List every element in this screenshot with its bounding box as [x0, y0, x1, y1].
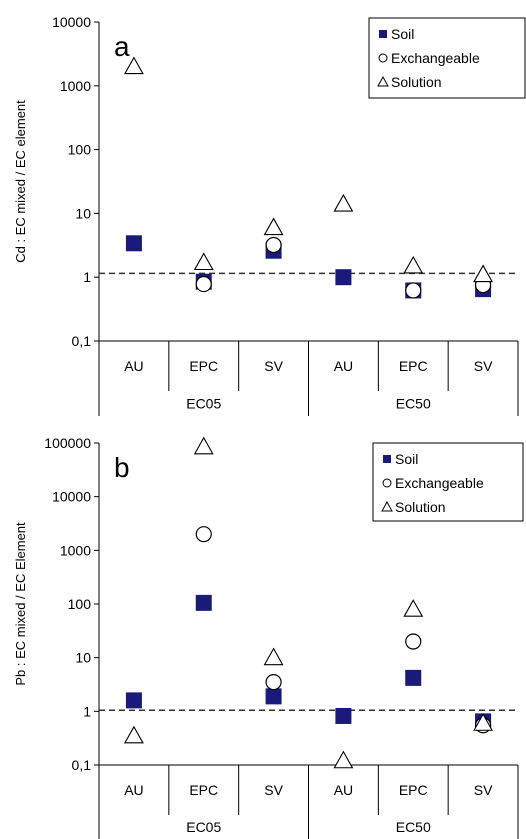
- y-tick-label: 100000: [44, 435, 91, 451]
- data-point-solution: [193, 436, 214, 455]
- data-point-exchangeable: [195, 275, 212, 293]
- data-point-solution: [403, 599, 424, 617]
- chart-panel-b: 0,1 1 10 100 1000 10000 100000 Pb : EC mixed / …: [13, 435, 524, 839]
- x-tick-label: EPC: [189, 358, 218, 374]
- chart-panel-a: 0,1 1 10 100 1000 10000 Cd : EC mixed / EC ele…: [13, 14, 526, 416]
- data-point-solution: [333, 193, 354, 212]
- data-point-soil: [335, 707, 352, 724]
- data-point-solution: [263, 217, 284, 236]
- x-tick-label: EPC: [399, 358, 428, 374]
- legend-entry: Solution: [391, 74, 442, 90]
- data-point-solution: [263, 647, 284, 666]
- panel-label: a: [114, 31, 130, 62]
- legend-box: [368, 17, 526, 99]
- group-label: EC05: [186, 396, 221, 412]
- data-point-exchangeable: [195, 526, 212, 543]
- data-point-solution: [333, 750, 354, 769]
- data-point-solution: [123, 56, 144, 75]
- y-axis-title: Cd : EC mixed / EC element: [13, 100, 28, 263]
- x-tick-label: AU: [334, 358, 353, 374]
- y-tick-label: 100: [68, 596, 92, 612]
- data-point-solution: [473, 713, 494, 731]
- x-tick-label: AU: [124, 782, 143, 798]
- data-point-soil: [125, 692, 142, 709]
- data-point-soil: [265, 688, 282, 705]
- data-point-soil: [335, 269, 352, 286]
- x-tick-label: AU: [334, 782, 353, 798]
- data-point-exchangeable: [265, 674, 282, 691]
- legend-marker-exchangeable: [382, 478, 392, 488]
- group-label: EC50: [396, 819, 431, 835]
- data-point-exchangeable: [405, 633, 422, 650]
- x-tick-label: AU: [124, 358, 143, 374]
- x-tick-label: EPC: [189, 782, 218, 798]
- data-point-exchangeable: [405, 282, 422, 299]
- legend-marker-soil: [383, 455, 391, 463]
- data-point-solution: [123, 725, 144, 744]
- legend-entry: Soil: [395, 451, 418, 467]
- legend-entry: Exchangeable: [395, 475, 484, 491]
- legend-marker-solution: [377, 75, 389, 87]
- group-label: EC50: [396, 396, 431, 412]
- legend-box: [372, 442, 524, 522]
- y-tick-label: 100: [68, 142, 92, 158]
- data-point-solution: [473, 264, 494, 283]
- legend-entry: Exchangeable: [391, 50, 480, 66]
- x-tick-label: EPC: [399, 782, 428, 798]
- legend-entry: Solution: [395, 499, 446, 515]
- y-tick-label: 10: [75, 650, 91, 666]
- group-label: EC05: [186, 819, 221, 835]
- data-point-soil: [195, 594, 212, 611]
- y-tick-label: 1: [83, 703, 91, 719]
- y-tick-label: 1: [83, 269, 91, 285]
- y-tick-label: 1000: [60, 542, 91, 558]
- y-tick-label: 1000: [60, 78, 91, 94]
- legend-entry: Soil: [391, 26, 414, 42]
- y-tick-label: 0,1: [72, 757, 92, 773]
- legend-marker-soil: [379, 30, 387, 38]
- panel-label: b: [114, 452, 130, 483]
- x-tick-label: SV: [264, 358, 283, 374]
- data-point-exchangeable: [265, 236, 282, 254]
- y-tick-label: 10: [75, 205, 91, 221]
- x-tick-label: SV: [474, 358, 493, 374]
- data-point-solution: [193, 252, 214, 271]
- y-axis-title: Pb : EC mixed / EC Element: [13, 522, 28, 686]
- x-tick-label: SV: [474, 782, 493, 798]
- legend-marker-exchangeable: [378, 53, 388, 63]
- data-point-soil: [125, 235, 142, 252]
- data-point-soil: [405, 669, 422, 686]
- y-tick-label: 10000: [52, 14, 91, 30]
- x-tick-label: SV: [264, 782, 283, 798]
- legend-marker-solution: [381, 500, 393, 512]
- y-tick-label: 10000: [52, 489, 91, 505]
- y-tick-label: 0,1: [72, 333, 92, 349]
- data-point-solution: [403, 255, 424, 274]
